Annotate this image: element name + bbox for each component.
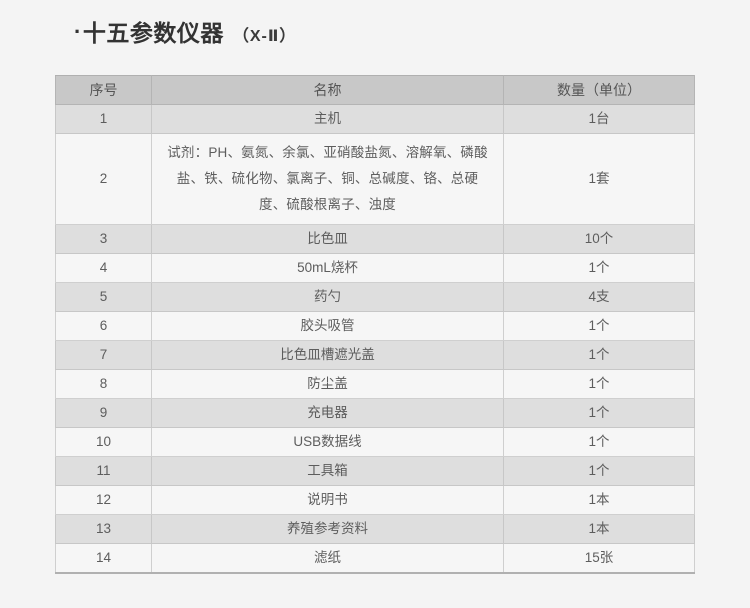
cell-qty: 15张 (503, 543, 695, 574)
table-row: 3 比色皿 10个 (55, 224, 695, 254)
column-header-name: 名称 (151, 75, 504, 105)
cell-qty: 1个 (503, 369, 695, 399)
cell-no: 4 (55, 253, 152, 283)
cell-qty: 1个 (503, 311, 695, 341)
cell-name: 主机 (151, 104, 504, 134)
cell-no: 11 (55, 456, 152, 486)
cell-name: 50mL烧杯 (151, 253, 504, 283)
cell-qty: 1台 (503, 104, 695, 134)
table-body: 1 主机 1台 2 试剂：PH、氨氮、余氯、亚硝酸盐氮、溶解氧、磷酸盐、铁、硫化… (55, 104, 695, 574)
column-header-no: 序号 (55, 75, 152, 105)
cell-no: 3 (55, 224, 152, 254)
cell-no: 2 (55, 133, 152, 225)
table-row: 7 比色皿槽遮光盖 1个 (55, 340, 695, 370)
cell-qty: 1个 (503, 427, 695, 457)
cell-name: 充电器 (151, 398, 504, 428)
cell-no: 6 (55, 311, 152, 341)
packing-list-table: 序号 名称 数量（单位） 1 主机 1台 2 试剂：PH、氨氮、余氯、亚硝酸盐氮… (55, 75, 695, 574)
table-row: 5 药勺 4支 (55, 282, 695, 312)
table-row: 10 USB数据线 1个 (55, 427, 695, 457)
cell-name: 防尘盖 (151, 369, 504, 399)
table-row: 4 50mL烧杯 1个 (55, 253, 695, 283)
cell-name: 比色皿 (151, 224, 504, 254)
bullet-marker: · (74, 19, 82, 44)
cell-no: 8 (55, 369, 152, 399)
cell-qty: 1套 (503, 133, 695, 225)
cell-name: 药勺 (151, 282, 504, 312)
cell-qty: 1个 (503, 456, 695, 486)
cell-qty: 1本 (503, 514, 695, 544)
table-row: 6 胶头吸管 1个 (55, 311, 695, 341)
cell-no: 5 (55, 282, 152, 312)
cell-no: 7 (55, 340, 152, 370)
cell-no: 13 (55, 514, 152, 544)
cell-no: 1 (55, 104, 152, 134)
cell-qty: 1个 (503, 398, 695, 428)
page-title-model: （X-Ⅱ） (232, 28, 297, 45)
cell-name: 养殖参考资料 (151, 514, 504, 544)
cell-no: 9 (55, 398, 152, 428)
table-row: 14 滤纸 15张 (55, 543, 695, 574)
cell-name: 比色皿槽遮光盖 (151, 340, 504, 370)
column-header-qty: 数量（单位） (503, 75, 695, 105)
cell-name: 胶头吸管 (151, 311, 504, 341)
page-title: ·十五参数仪器 （X-Ⅱ） (74, 16, 296, 53)
cell-qty: 1个 (503, 253, 695, 283)
table-row: 9 充电器 1个 (55, 398, 695, 428)
cell-no: 14 (55, 543, 152, 574)
cell-no: 12 (55, 485, 152, 515)
table-row: 12 说明书 1本 (55, 485, 695, 515)
cell-name: 工具箱 (151, 456, 504, 486)
cell-no: 10 (55, 427, 152, 457)
cell-qty: 1个 (503, 340, 695, 370)
table-row: 8 防尘盖 1个 (55, 369, 695, 399)
table-row: 2 试剂：PH、氨氮、余氯、亚硝酸盐氮、溶解氧、磷酸盐、铁、硫化物、氯离子、铜、… (55, 133, 695, 225)
table-row: 13 养殖参考资料 1本 (55, 514, 695, 544)
cell-name: 试剂：PH、氨氮、余氯、亚硝酸盐氮、溶解氧、磷酸盐、铁、硫化物、氯离子、铜、总碱… (151, 133, 504, 225)
table-row: 1 主机 1台 (55, 104, 695, 134)
page-title-text: 十五参数仪器 (82, 20, 224, 46)
cell-qty: 1本 (503, 485, 695, 515)
table-row: 11 工具箱 1个 (55, 456, 695, 486)
cell-name: 滤纸 (151, 543, 504, 574)
table-header-row: 序号 名称 数量（单位） (55, 75, 695, 105)
cell-qty: 10个 (503, 224, 695, 254)
cell-qty: 4支 (503, 282, 695, 312)
table-header: 序号 名称 数量（单位） (55, 75, 695, 105)
cell-name: USB数据线 (151, 427, 504, 457)
cell-name: 说明书 (151, 485, 504, 515)
